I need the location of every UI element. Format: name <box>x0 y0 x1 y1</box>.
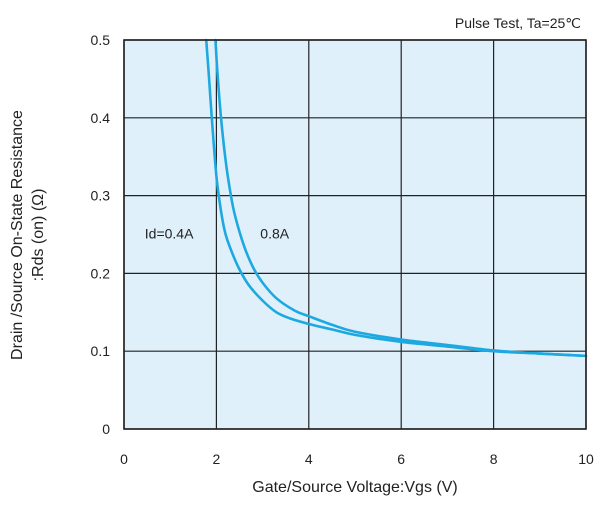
x-tick-label: 2 <box>213 451 221 467</box>
plot-frame <box>123 39 587 430</box>
series-label-id-0-4a: Id=0.4A <box>145 225 194 241</box>
y-tick-label: 0.1 <box>91 343 111 359</box>
series-label-id-0-8a: 0.8A <box>260 225 289 241</box>
test-conditions-annotation: Pulse Test, Ta=25℃ <box>455 15 581 31</box>
series-layer <box>204 38 588 358</box>
y-tick-label: 0.3 <box>91 188 111 204</box>
x-tick-label: 0 <box>120 451 128 467</box>
y-tick-label: 0 <box>102 421 110 437</box>
x-tick-label: 8 <box>490 451 498 467</box>
grid-lines <box>123 39 587 430</box>
y-tick-label: 0.2 <box>91 265 111 281</box>
y-tick-labels: 0 0.1 0.2 0.3 0.4 0.5 <box>91 32 111 437</box>
x-axis-title: Gate/Source Voltage:Vgs (V) <box>252 479 457 496</box>
x-tick-label: 10 <box>578 451 594 467</box>
plot-area <box>123 38 588 430</box>
y-axis-title-line2: :Rds (on) (Ω) <box>30 189 47 282</box>
y-axis-title-line1: Drain /Source On-State Resistance <box>9 110 26 360</box>
series-line-id-0-8a <box>214 38 588 358</box>
x-tick-label: 6 <box>397 451 405 467</box>
x-tick-labels: 0 2 4 6 8 10 <box>120 451 594 467</box>
series-line-id-0-4a <box>204 38 588 358</box>
x-tick-label: 4 <box>305 451 313 467</box>
y-tick-label: 0.5 <box>91 32 111 48</box>
plot-background <box>124 40 586 429</box>
series-labels: Id=0.4A 0.8A <box>145 225 290 241</box>
y-tick-label: 0.4 <box>91 110 111 126</box>
